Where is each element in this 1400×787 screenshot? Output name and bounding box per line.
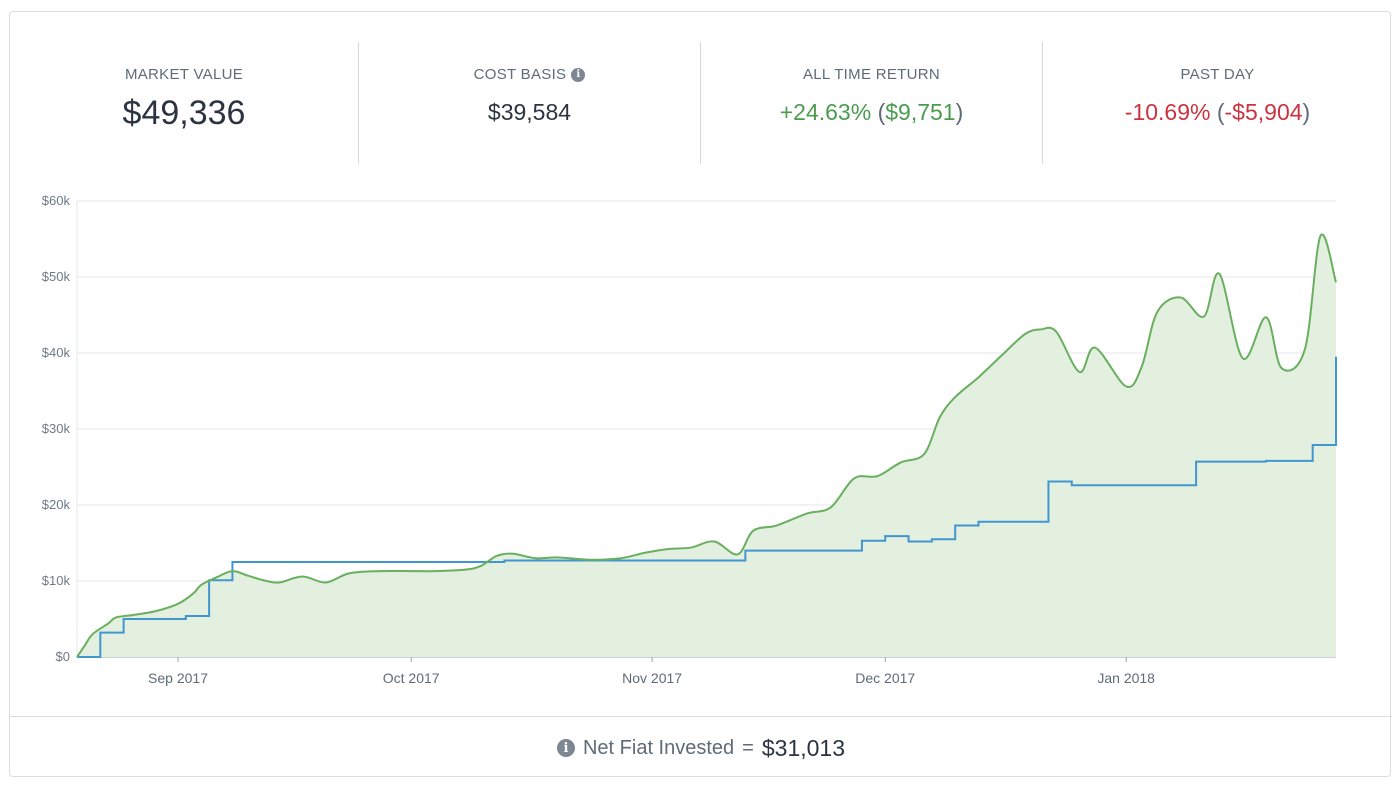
past-day-percent: -10.69% [1124, 99, 1211, 125]
info-icon[interactable]: i [556, 739, 575, 757]
all-time-return-percent: +24.63% [779, 99, 872, 125]
market-value-amount: $49,336 [122, 94, 246, 132]
divider [358, 42, 359, 164]
y-tick-label: $10k [42, 573, 71, 588]
market-value-label: MARKET VALUE [124, 66, 244, 83]
x-tick-label: Jan 2018 [1097, 670, 1155, 686]
y-tick-label: $30k [42, 421, 71, 436]
net-fiat-footer: i Net Fiat Invested = $31,013 [10, 716, 1392, 779]
equals-sign: = [742, 736, 754, 759]
past-day-value: -10.69% (-$5,904) [1124, 99, 1311, 125]
all-time-return-value: +24.63% ($9,751) [779, 99, 964, 125]
y-tick-label: $40k [42, 345, 71, 360]
stats-row: MARKET VALUE $49,336 COST BASIS i $39,58… [10, 12, 1392, 182]
cost-basis-stat: COST BASIS i $39,584 [359, 42, 700, 164]
past-day-label: PAST DAY [1180, 66, 1255, 83]
market-value-line [76, 233, 1337, 658]
y-tick-label: $0 [56, 649, 70, 664]
divider [1042, 42, 1043, 164]
portfolio-chart: $0 $10k $20k $30k $40k $50k $60k Sep 2017 Oct 20… [42, 193, 1337, 686]
y-tick-label: $20k [42, 497, 71, 512]
all-time-return-label: ALL TIME RETURN [802, 66, 941, 83]
x-tick-label: Dec 2017 [855, 670, 915, 686]
y-tick-label: $60k [42, 193, 71, 208]
past-day-stat: PAST DAY -10.69% (-$5,904) [1043, 42, 1392, 164]
all-time-return-amount: $9,751 [885, 99, 956, 125]
x-tick-label: Oct 2017 [383, 670, 440, 686]
portfolio-card: MARKET VALUE $49,336 COST BASIS i $39,58… [9, 11, 1392, 779]
market-value-area [77, 234, 1336, 657]
divider [700, 42, 701, 164]
net-fiat-label: Net Fiat Invested [582, 736, 735, 759]
info-icon[interactable]: i [571, 67, 586, 82]
past-day-amount: -$5,904 [1224, 99, 1303, 125]
cost-basis-amount: $39,584 [487, 99, 572, 125]
cost-basis-label: COST BASIS [473, 66, 567, 83]
x-tick-label: Sep 2017 [148, 670, 208, 686]
net-fiat-value: $31,013 [761, 734, 845, 761]
x-tick-label: Nov 2017 [622, 670, 682, 686]
all-time-return-stat: ALL TIME RETURN +24.63% ($9,751) [701, 42, 1042, 164]
market-value-stat: MARKET VALUE $49,336 [10, 42, 358, 164]
cost-basis-line [77, 356, 1337, 658]
y-tick-label: $50k [42, 269, 71, 284]
